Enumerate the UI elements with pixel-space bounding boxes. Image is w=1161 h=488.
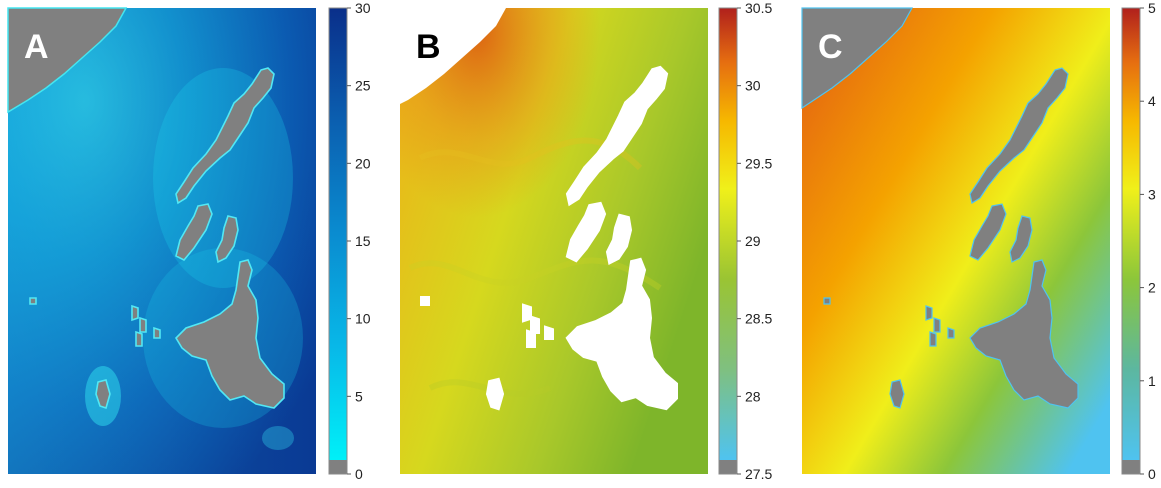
colorbar-tick-label: 25 xyxy=(355,78,371,94)
panel-a: A xyxy=(7,7,316,474)
colorbar-tick-label: 0 xyxy=(1148,466,1156,482)
panel-c-mainland xyxy=(801,7,914,110)
colorbar-tick-label: 29 xyxy=(745,233,761,249)
panel-b: B xyxy=(400,8,708,474)
panel-b-mainland xyxy=(400,8,506,104)
colorbar-a xyxy=(328,7,348,475)
panel-a-label: A xyxy=(24,28,49,66)
colorbar-c xyxy=(1121,7,1141,475)
panel-a-mainland xyxy=(7,7,128,114)
colorbar-tick-label: 30 xyxy=(355,0,371,16)
panel-b-label: B xyxy=(416,28,441,66)
colorbar-tick-label: 28 xyxy=(745,388,761,404)
colorbar-tick-label: 27.5 xyxy=(745,466,772,482)
colorbar-tick-label: 2 xyxy=(1148,280,1156,296)
colorbar-tick-label: 30 xyxy=(745,78,761,94)
colorbar-tick-label: 28.5 xyxy=(745,311,772,327)
colorbar-tick-label: 30.5 xyxy=(745,0,772,16)
colorbar-tick-label: 5 xyxy=(355,388,363,404)
colorbar-tick-label: 10 xyxy=(355,311,371,327)
colorbar-tick-label: 29.5 xyxy=(745,155,772,171)
colorbar-tick-label: 20 xyxy=(355,155,371,171)
colorbar-c-ticks: 5 4 3 2 1 0 xyxy=(1140,0,1156,482)
colorbar-tick-label: 4 xyxy=(1148,93,1156,109)
colorbar-a-ticks: 30 25 20 15 10 5 0 xyxy=(347,0,371,482)
colorbar-tick-label: 0 xyxy=(355,466,363,482)
colorbar-tick-label: 3 xyxy=(1148,186,1156,202)
colorbar-tick-label: 5 xyxy=(1148,0,1156,16)
panel-c: C xyxy=(801,7,1110,474)
panel-c-label: C xyxy=(818,28,843,66)
colorbar-tick-label: 15 xyxy=(355,233,371,249)
colorbar-tick-label: 1 xyxy=(1148,373,1156,389)
colorbar-b-ticks: 30.5 30 29.5 29 28.5 28 27.5 xyxy=(737,0,772,482)
colorbar-b xyxy=(718,7,738,475)
